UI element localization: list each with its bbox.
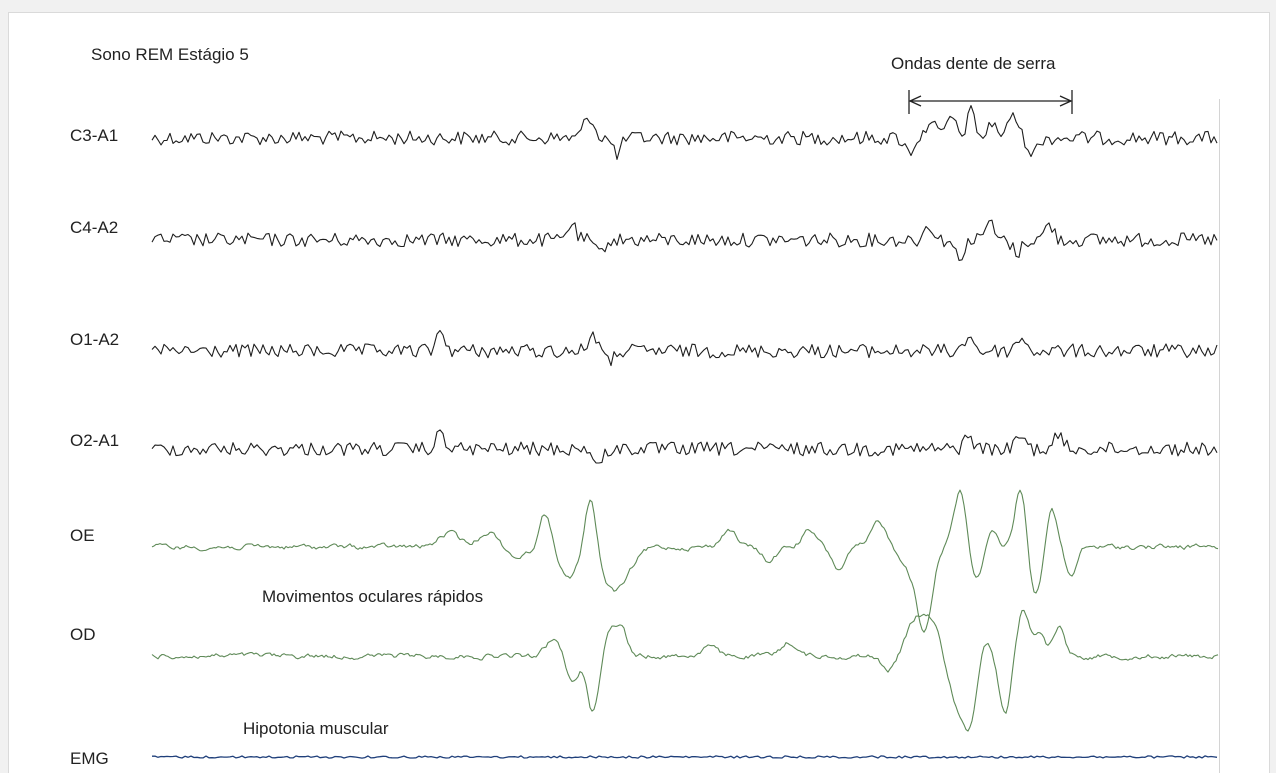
channel-label-o2-a1: O2-A1: [70, 431, 120, 450]
rem-annotation: Movimentos oculares rápidos: [262, 587, 484, 606]
eeg-traces: [151, 90, 1219, 759]
trace-od: [151, 609, 1219, 732]
channel-label-oe: OE: [70, 526, 95, 545]
trace-c3-a1: [151, 105, 1218, 160]
bracket-right-arrow: [1059, 95, 1073, 107]
hypotonia-annotation: Hipotonia muscular: [243, 719, 389, 738]
channel-label-c4-a2: C4-A2: [70, 218, 119, 237]
bracket-left-arrow: [908, 95, 922, 107]
trace-c4-a2: [151, 219, 1218, 261]
figure-frame: Sono REM Estágio 5 Ondas dente de serra …: [8, 12, 1270, 773]
channel-label-c3-a1: C3-A1: [70, 126, 119, 145]
sawtooth-bracket: [908, 90, 1073, 114]
trace-o2-a1: [151, 429, 1218, 464]
page-edge-line: [1219, 99, 1220, 773]
channel-label-emg: EMG: [70, 749, 109, 768]
figure-title: Sono REM Estágio 5: [91, 45, 249, 64]
trace-emg: [151, 755, 1218, 759]
channel-label-o1-a2: O1-A2: [70, 330, 120, 349]
trace-oe: [151, 489, 1219, 633]
sawtooth-annotation: Ondas dente de serra: [891, 54, 1056, 73]
channel-label-od: OD: [70, 625, 96, 644]
trace-o1-a2: [151, 329, 1218, 367]
